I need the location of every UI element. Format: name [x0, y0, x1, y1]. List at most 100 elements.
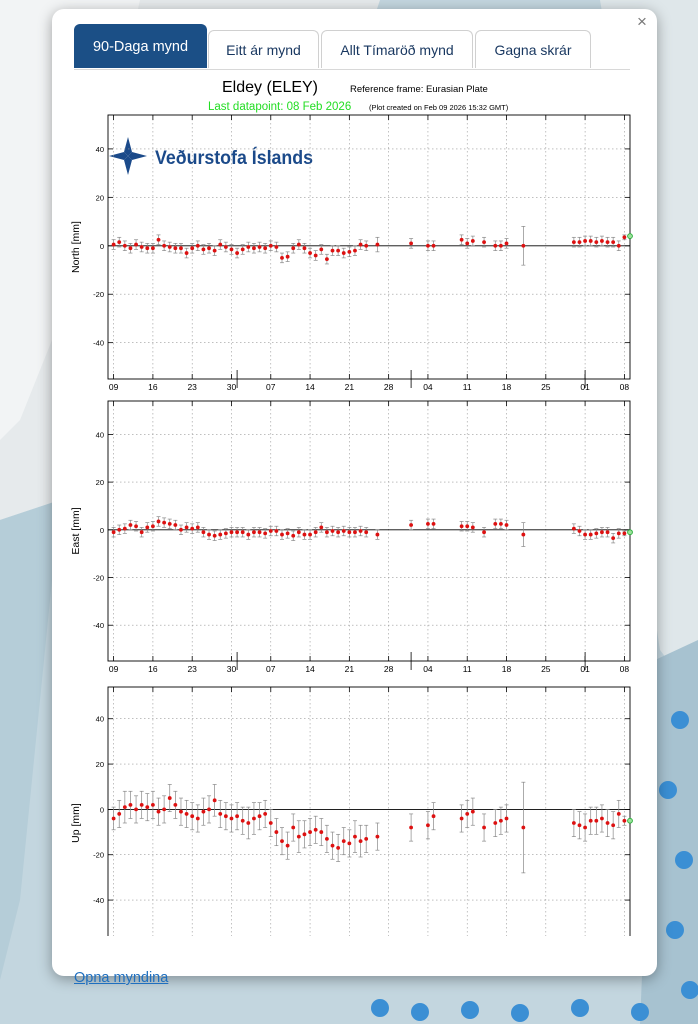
data-point — [600, 239, 604, 243]
data-point — [465, 812, 470, 816]
data-point — [588, 532, 593, 537]
data-point — [111, 530, 116, 535]
data-point — [465, 524, 470, 529]
data-point — [426, 243, 430, 248]
data-point — [616, 812, 621, 816]
y-tick-label: -40 — [93, 339, 104, 348]
data-point — [482, 530, 486, 535]
data-point — [145, 246, 150, 251]
data-point — [622, 531, 627, 536]
data-point — [151, 802, 155, 807]
data-point — [341, 529, 346, 533]
data-point — [611, 823, 616, 828]
x-tick-label: 07 — [266, 664, 276, 674]
data-point — [594, 818, 599, 823]
data-point — [156, 237, 161, 242]
tab-90-days[interactable]: 90-Daga mynd — [74, 24, 207, 68]
chart-title: Eldey (ELEY) — [222, 79, 318, 96]
data-point — [605, 530, 610, 535]
data-point — [325, 836, 329, 841]
data-point — [291, 825, 296, 830]
data-point — [336, 248, 341, 253]
data-point — [459, 524, 464, 529]
x-tick-label: 30 — [227, 664, 237, 674]
data-point — [302, 832, 307, 837]
data-point — [201, 809, 206, 814]
data-point — [577, 240, 582, 245]
data-point — [235, 814, 239, 819]
data-point — [179, 246, 183, 251]
logo-text: Veðurstofa Íslands — [155, 147, 313, 169]
data-point — [268, 821, 273, 825]
close-button[interactable]: × — [637, 12, 647, 31]
data-point — [302, 532, 307, 537]
open-image-link[interactable]: Opna myndina — [74, 970, 169, 986]
data-point — [330, 529, 335, 533]
data-point — [179, 527, 183, 532]
data-point — [285, 254, 290, 259]
data-point — [313, 253, 318, 258]
tab-full-timeseries[interactable]: Allt Tímaröð mynd — [321, 30, 473, 68]
data-point — [504, 523, 509, 527]
data-point — [482, 240, 486, 245]
data-point — [167, 521, 172, 526]
data-point — [571, 526, 576, 531]
x-tick-label: 11 — [463, 664, 472, 674]
data-point — [195, 816, 200, 821]
data-point — [336, 846, 341, 850]
data-point — [336, 530, 341, 535]
data-point — [207, 807, 211, 812]
y-tick-label: -20 — [93, 851, 104, 860]
data-point — [313, 530, 318, 535]
data-point — [167, 245, 172, 249]
data-point — [308, 251, 312, 255]
data-point — [521, 243, 526, 248]
data-point — [218, 812, 223, 816]
last-data-point — [627, 817, 633, 824]
data-point — [280, 839, 284, 844]
data-point — [594, 240, 599, 245]
data-point — [583, 532, 587, 537]
data-point — [162, 520, 167, 525]
data-point — [212, 798, 217, 803]
data-point — [313, 827, 318, 832]
data-point — [493, 521, 498, 526]
data-point — [218, 532, 223, 537]
data-point — [426, 521, 430, 526]
data-point — [122, 243, 127, 248]
data-point — [173, 802, 178, 807]
data-point — [409, 523, 413, 527]
data-point — [173, 523, 178, 527]
x-tick-label: 28 — [384, 664, 394, 674]
data-point — [588, 818, 593, 823]
data-point — [246, 245, 251, 249]
tab-data-files[interactable]: Gagna skrár — [475, 30, 591, 68]
data-point — [139, 802, 144, 807]
data-point — [122, 526, 127, 531]
data-point — [616, 243, 621, 248]
data-point — [195, 525, 200, 530]
data-point — [240, 818, 245, 823]
axes-frame — [107, 114, 631, 380]
data-point — [499, 818, 503, 823]
data-point — [151, 524, 155, 529]
data-point — [252, 246, 256, 251]
x-tick-label: 21 — [345, 382, 355, 392]
vedurstofa-logo: Veðurstofa Íslands — [109, 137, 313, 175]
y-tick-label: -40 — [93, 896, 104, 905]
x-tick-label: 28 — [384, 382, 394, 392]
data-point — [308, 532, 312, 537]
data-point — [459, 237, 464, 242]
data-point — [493, 821, 498, 825]
data-point — [296, 530, 301, 535]
data-point — [263, 531, 268, 536]
data-point — [111, 242, 116, 247]
data-point — [482, 825, 486, 830]
last-data-point — [627, 233, 633, 239]
data-point — [583, 825, 587, 830]
tab-one-year[interactable]: Eitt ár mynd — [208, 30, 319, 68]
x-tick-label: 30 — [227, 382, 237, 392]
data-point — [409, 241, 413, 246]
data-point — [201, 530, 206, 535]
data-point — [571, 240, 576, 245]
